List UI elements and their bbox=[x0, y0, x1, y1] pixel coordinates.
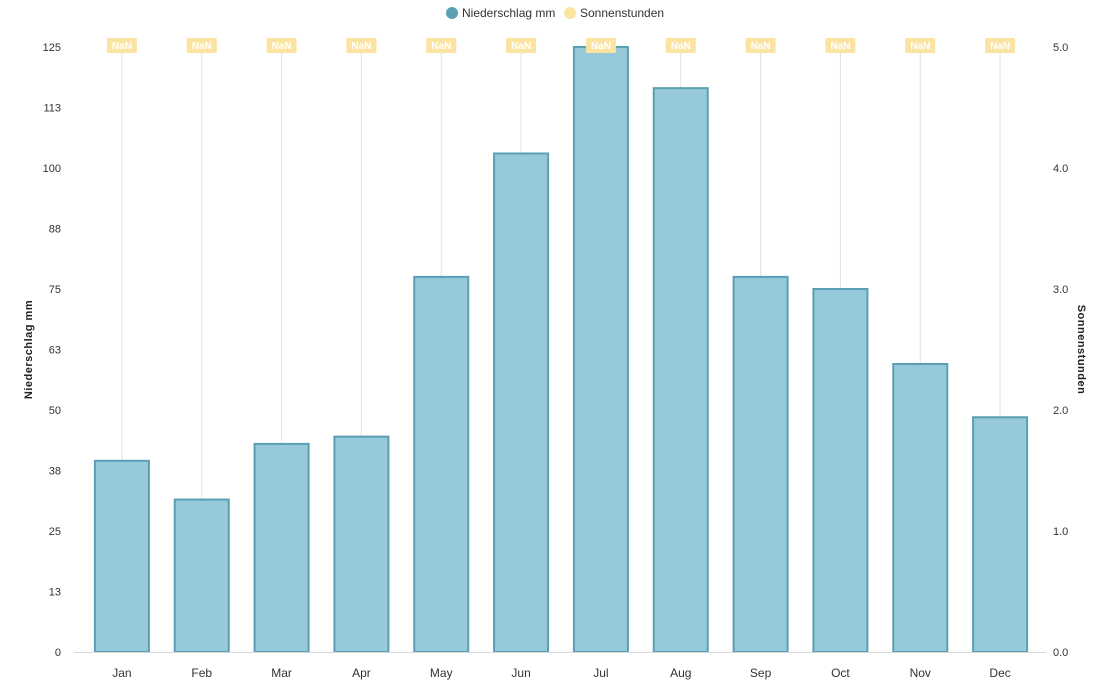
nan-label-text: NaN bbox=[671, 41, 691, 52]
bar-nov[interactable] bbox=[892, 363, 949, 653]
nan-label-box bbox=[186, 38, 217, 53]
bar-feb[interactable] bbox=[173, 498, 230, 654]
nan-label-text: NaN bbox=[192, 41, 212, 52]
y-left-tick-label: 125 bbox=[43, 42, 61, 54]
legend-label: Sonnenstunden bbox=[580, 6, 664, 20]
nan-label-text: NaN bbox=[830, 41, 850, 52]
nan-label-box bbox=[266, 38, 297, 53]
y-right-tick-label: 1.0 bbox=[1053, 526, 1068, 538]
y-left-tick-label: 38 bbox=[49, 466, 61, 478]
legend-marker bbox=[564, 7, 576, 19]
sun-point-label-mar: NaN bbox=[266, 38, 297, 53]
x-tick-label: Aug bbox=[670, 666, 691, 680]
sun-point-label-may: NaN bbox=[426, 38, 457, 53]
sun-point-label-dec: NaN bbox=[985, 38, 1016, 53]
bar-layer bbox=[93, 46, 1029, 654]
x-tick-label: Jun bbox=[511, 666, 530, 680]
bar-dec[interactable] bbox=[972, 416, 1029, 654]
y-left-tick-label: 113 bbox=[43, 103, 61, 115]
y-left-tick-label: 50 bbox=[49, 405, 61, 417]
sun-point-label-nov: NaN bbox=[905, 38, 936, 53]
nan-label-box bbox=[905, 38, 936, 53]
y-right-tick-label: 3.0 bbox=[1053, 284, 1068, 296]
nan-label-text: NaN bbox=[431, 41, 451, 52]
nan-label-box bbox=[665, 38, 696, 53]
bar-mar[interactable] bbox=[253, 442, 310, 653]
nan-label-text: NaN bbox=[910, 41, 930, 52]
bar-may[interactable] bbox=[413, 275, 470, 653]
y-left-axis-title: Niederschlag mm bbox=[23, 300, 35, 399]
nan-label-box bbox=[745, 38, 776, 53]
nan-label-text: NaN bbox=[990, 41, 1010, 52]
bar-oct[interactable] bbox=[812, 288, 869, 653]
sun-point-label-feb: NaN bbox=[186, 38, 217, 53]
nan-label-text: NaN bbox=[751, 41, 771, 52]
bar-jan[interactable] bbox=[93, 459, 150, 653]
y-right-axis-title: Sonnenstunden bbox=[1075, 305, 1087, 395]
sun-point-label-apr: NaN bbox=[346, 38, 377, 53]
legend-marker bbox=[446, 7, 458, 19]
legend-item-niederschlag[interactable]: Niederschlag mm bbox=[446, 6, 555, 20]
y-right-tick-label: 4.0 bbox=[1053, 163, 1068, 175]
sun-point-label-jan: NaN bbox=[106, 38, 137, 53]
nan-label-box bbox=[825, 38, 856, 53]
x-tick-label: Feb bbox=[191, 666, 212, 680]
x-tick-label: Sep bbox=[750, 666, 772, 680]
nan-layer: NaN NaN NaN NaN NaN NaN NaN NaN NaN NaN NaN NaN bbox=[106, 38, 1016, 53]
y-right-tick-label: 0.0 bbox=[1053, 647, 1068, 659]
legend-item-sonnenstunden[interactable]: Sonnenstunden bbox=[564, 6, 664, 20]
bar-aug[interactable] bbox=[652, 87, 709, 653]
y-right-tick-label: 5.0 bbox=[1053, 42, 1068, 54]
nan-label-text: NaN bbox=[112, 41, 132, 52]
y-left-tick-label: 88 bbox=[49, 224, 61, 236]
sun-point-label-aug: NaN bbox=[665, 38, 696, 53]
y-left-tick-label: 13 bbox=[49, 587, 61, 599]
bar-sep[interactable] bbox=[732, 275, 789, 653]
x-tick-label: Jul bbox=[593, 666, 608, 680]
nan-label-text: NaN bbox=[511, 41, 531, 52]
nan-label-text: NaN bbox=[591, 41, 611, 52]
sun-point-label-oct: NaN bbox=[825, 38, 856, 53]
bar-apr[interactable] bbox=[333, 435, 390, 653]
x-tick-label: Oct bbox=[831, 666, 850, 680]
legend-label: Niederschlag mm bbox=[462, 6, 555, 20]
x-tick-label: Apr bbox=[352, 666, 371, 680]
nan-label-box bbox=[346, 38, 377, 53]
nan-label-box bbox=[585, 38, 616, 53]
x-tick-label: Dec bbox=[989, 666, 1010, 680]
y-left-tick-label: 0 bbox=[55, 647, 61, 659]
y-right-tick-label: 2.0 bbox=[1053, 405, 1068, 417]
sun-point-label-jul: NaN bbox=[585, 38, 616, 53]
nan-label-box bbox=[985, 38, 1016, 53]
y-left-tick-label: 25 bbox=[49, 526, 61, 538]
y-left-tick-label: 75 bbox=[49, 284, 61, 296]
nan-label-text: NaN bbox=[272, 41, 292, 52]
y-left-tick-label: 100 bbox=[43, 163, 61, 175]
nan-label-text: NaN bbox=[351, 41, 371, 52]
sun-point-label-sep: NaN bbox=[745, 38, 776, 53]
y-left-tick-label: 63 bbox=[49, 345, 61, 357]
sun-point-label-jun: NaN bbox=[506, 38, 537, 53]
x-tick-label: May bbox=[430, 666, 453, 680]
axis-layer: Jan Feb Mar Apr May Jun Jul Aug Sep Oct Nov Dec 0 13 2… bbox=[23, 42, 1087, 680]
x-tick-label: Mar bbox=[271, 666, 292, 680]
x-tick-label: Jan bbox=[112, 666, 131, 680]
nan-label-box bbox=[426, 38, 457, 53]
nan-label-box bbox=[106, 38, 137, 53]
bar-jun[interactable] bbox=[493, 152, 550, 653]
x-tick-label: Nov bbox=[910, 666, 931, 680]
bar-jul[interactable] bbox=[572, 46, 629, 653]
nan-label-box bbox=[506, 38, 537, 53]
legend: Niederschlag mm Sonnenstunden bbox=[446, 6, 664, 20]
